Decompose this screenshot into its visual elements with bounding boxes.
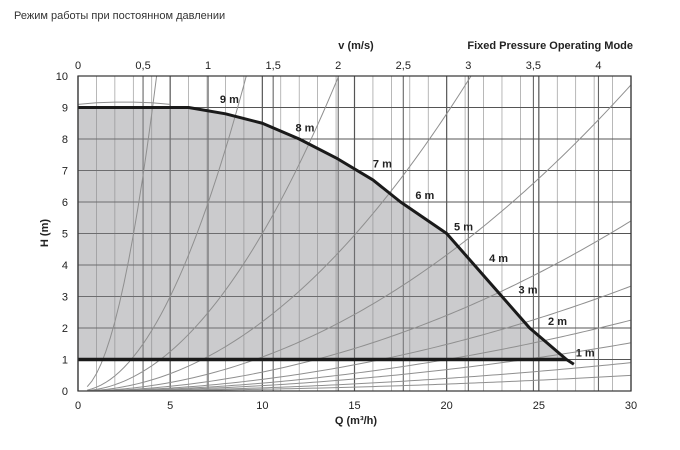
top-axis-label: v (m/s): [338, 40, 374, 52]
x2-tick-label: 1,5: [266, 60, 281, 72]
level-label: 2 m: [548, 316, 567, 328]
level-label: 4 m: [489, 253, 508, 265]
y-axis-label: H (m): [39, 219, 51, 247]
y-tick-label: 8: [62, 134, 68, 146]
dome-curve: [78, 101, 171, 105]
x2-tick-label: 3: [465, 60, 471, 72]
system-curve: [87, 76, 472, 391]
max-performance-curve: [78, 106, 575, 366]
level-label: 5 m: [454, 222, 473, 234]
x2-tick-label: 2: [335, 60, 341, 72]
plot-border: [77, 75, 632, 392]
tick-labels: 0 5 10 15 20 25 30 0 1 2 3 4 5 6 7 8 9 10 0 0,5 1 1,5 2 2,5 3 3,5…: [56, 60, 637, 412]
system-curve: [87, 319, 631, 391]
y-tick-label: 9: [62, 103, 68, 115]
x-axis-label: Q (m³/h): [335, 415, 377, 427]
y-tick-label: 7: [62, 166, 68, 178]
y-tick-label: 6: [62, 197, 68, 209]
level-label: 3 m: [519, 285, 538, 297]
y-tick-label: 1: [62, 355, 68, 367]
y-tick-label: 0: [62, 386, 68, 398]
system-curve: [86, 76, 158, 387]
system-curve: [87, 76, 340, 391]
system-curve: [87, 220, 631, 391]
level-label: 6 m: [415, 190, 434, 202]
y-tick-label: 3: [62, 292, 68, 304]
x2-tick-label: 4: [595, 60, 601, 72]
y-tick-label: 4: [62, 260, 68, 272]
chart-caption: Режим работы при постоянном давлении: [14, 10, 226, 22]
system-curve: [87, 342, 631, 391]
operating-area-fill: [78, 107, 567, 360]
x-tick-label: 25: [533, 400, 545, 412]
x-tick-label: 10: [256, 400, 268, 412]
operating-area: [78, 107, 567, 360]
y-tick-label: 5: [62, 229, 68, 241]
level-label: 7 m: [373, 159, 392, 171]
x2-tick-label: 3,5: [526, 60, 541, 72]
y-tick-label: 2: [62, 323, 68, 335]
system-curve: [87, 76, 247, 391]
plot-frame: [77, 75, 632, 392]
level-label: 1 m: [576, 348, 595, 360]
system-curve: [87, 84, 631, 391]
x2-tick-label: 1: [205, 60, 211, 72]
x2-tick-label: 0,5: [135, 60, 150, 72]
x-tick-label: 15: [348, 400, 360, 412]
x-tick-label: 20: [441, 400, 453, 412]
system-curve: [87, 285, 631, 391]
y-tick-label: 10: [56, 71, 68, 83]
x2-tick-label: 2,5: [396, 60, 411, 72]
chart-title: Fixed Pressure Operating Mode: [467, 40, 633, 52]
x-tick-label: 30: [625, 400, 637, 412]
level-label: 9 m: [220, 94, 239, 106]
x-tick-label: 5: [167, 400, 173, 412]
x2-tick-label: 0: [75, 60, 81, 72]
x-tick-label: 0: [75, 400, 81, 412]
performance-curves: 9 m 8 m 7 m 6 m 5 m 4 m 3 m 2 m 1 m: [78, 94, 595, 366]
level-label: 8 m: [296, 122, 315, 134]
